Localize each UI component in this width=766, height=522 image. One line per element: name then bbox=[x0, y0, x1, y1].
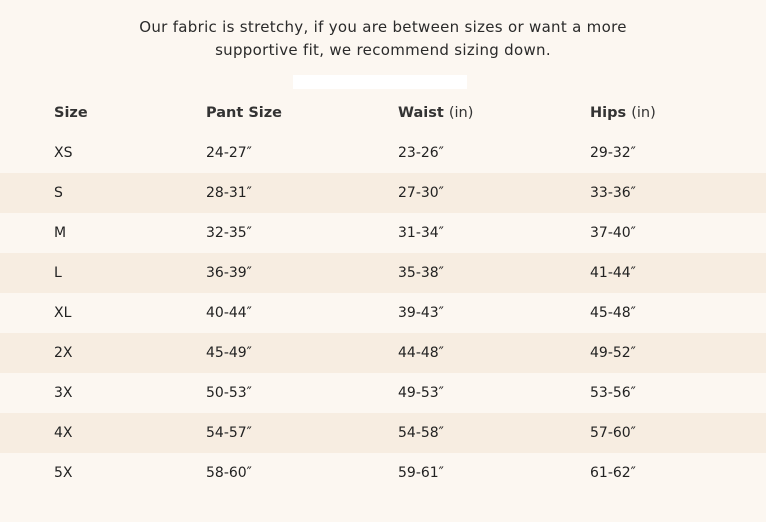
table-cell: 37-40″ bbox=[590, 225, 636, 241]
column-header: Pant Size bbox=[206, 93, 398, 133]
table-cell: 59-61″ bbox=[398, 465, 444, 481]
column-header-unit: (in) bbox=[448, 105, 474, 121]
table-cell: 61-62″ bbox=[590, 465, 636, 481]
table-cell: 41-44″ bbox=[590, 265, 636, 281]
table-header-row: Size Pant Size Waist (in) Hips (in) bbox=[0, 93, 766, 133]
table-cell: 33-36″ bbox=[590, 185, 636, 201]
column-header: Hips (in) bbox=[590, 93, 766, 133]
table-cell: 27-30″ bbox=[398, 185, 444, 201]
sizing-note: Our fabric is stretchy, if you are betwe… bbox=[0, 16, 766, 62]
size-chart-table: Size Pant Size Waist (in) Hips (in) XS 24-27… bbox=[0, 93, 766, 493]
table-row: 5X 58-60″ 59-61″ 61-62″ bbox=[0, 453, 766, 493]
table-row: M 32-35″ 31-34″ 37-40″ bbox=[0, 213, 766, 253]
table-cell: 54-58″ bbox=[398, 425, 444, 441]
table-cell: 36-39″ bbox=[206, 265, 252, 281]
column-header: Waist (in) bbox=[398, 93, 590, 133]
table-cell: 45-48″ bbox=[590, 305, 636, 321]
column-header-label: Hips bbox=[590, 105, 627, 121]
table-cell: 57-60″ bbox=[590, 425, 636, 441]
table-cell: 45-49″ bbox=[206, 345, 252, 361]
table-cell: S bbox=[54, 185, 63, 201]
table-cell: 54-57″ bbox=[206, 425, 252, 441]
table-cell: L bbox=[54, 265, 62, 281]
table-cell: 4X bbox=[54, 425, 73, 441]
table-cell: 44-48″ bbox=[398, 345, 444, 361]
table-row: S 28-31″ 27-30″ 33-36″ bbox=[0, 173, 766, 213]
table-cell: 39-43″ bbox=[398, 305, 444, 321]
table-cell: 31-34″ bbox=[398, 225, 444, 241]
table-cell: 23-26″ bbox=[398, 145, 444, 161]
white-divider-bar bbox=[293, 75, 467, 89]
table-cell: 35-38″ bbox=[398, 265, 444, 281]
table-cell: 24-27″ bbox=[206, 145, 252, 161]
table-cell: 29-32″ bbox=[590, 145, 636, 161]
table-row: XL 40-44″ 39-43″ 45-48″ bbox=[0, 293, 766, 333]
table-cell: 5X bbox=[54, 465, 73, 481]
sizing-note-line-2: supportive fit, we recommend sizing down… bbox=[215, 41, 551, 59]
table-row: L 36-39″ 35-38″ 41-44″ bbox=[0, 253, 766, 293]
table-cell: 50-53″ bbox=[206, 385, 252, 401]
column-header-label: Size bbox=[54, 105, 88, 121]
table-row: 3X 50-53″ 49-53″ 53-56″ bbox=[0, 373, 766, 413]
table-row: 2X 45-49″ 44-48″ 49-52″ bbox=[0, 333, 766, 373]
table-row: XS 24-27″ 23-26″ 29-32″ bbox=[0, 133, 766, 173]
table-cell: 58-60″ bbox=[206, 465, 252, 481]
table-cell: 28-31″ bbox=[206, 185, 252, 201]
table-cell: 3X bbox=[54, 385, 73, 401]
table-cell: 2X bbox=[54, 345, 73, 361]
column-header-label: Waist bbox=[398, 105, 444, 121]
table-cell: 40-44″ bbox=[206, 305, 252, 321]
table-cell: XL bbox=[54, 305, 72, 321]
table-row: 4X 54-57″ 54-58″ 57-60″ bbox=[0, 413, 766, 453]
column-header-unit: (in) bbox=[631, 105, 656, 121]
column-header-label: Pant Size bbox=[206, 105, 283, 121]
table-cell: XS bbox=[54, 145, 73, 161]
sizing-note-line-1: Our fabric is stretchy, if you are betwe… bbox=[139, 18, 627, 36]
table-cell: 49-53″ bbox=[398, 385, 444, 401]
table-cell: 49-52″ bbox=[590, 345, 636, 361]
column-header: Size bbox=[0, 93, 206, 133]
table-cell: M bbox=[54, 225, 67, 241]
table-cell: 32-35″ bbox=[206, 225, 252, 241]
table-cell: 53-56″ bbox=[590, 385, 636, 401]
